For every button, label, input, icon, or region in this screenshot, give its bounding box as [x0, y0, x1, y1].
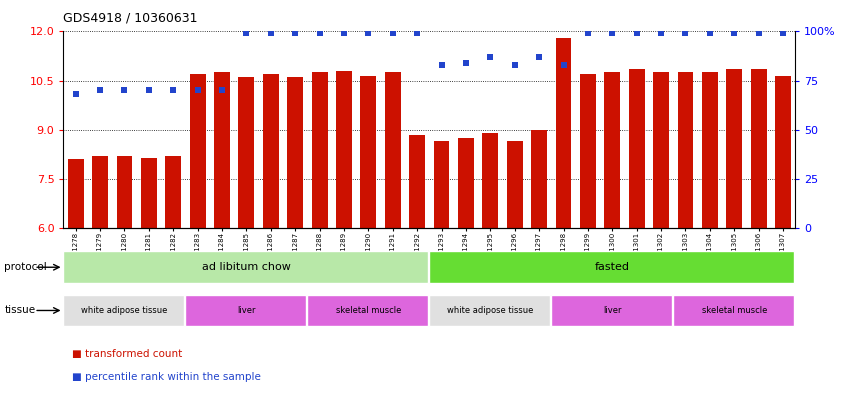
Point: [361, 30, 375, 37]
Point: [508, 62, 521, 68]
Point: [581, 30, 595, 37]
Bar: [141, 158, 157, 393]
Point: [93, 87, 107, 94]
Point: [313, 30, 327, 37]
Bar: [214, 72, 230, 393]
Point: [191, 87, 205, 94]
Bar: [552, 295, 672, 326]
Bar: [434, 141, 449, 393]
Bar: [239, 77, 255, 393]
Point: [654, 30, 667, 37]
Point: [215, 87, 228, 94]
Bar: [629, 69, 645, 393]
Bar: [556, 38, 571, 393]
Point: [410, 30, 424, 37]
Bar: [458, 138, 474, 393]
Bar: [409, 135, 425, 393]
Bar: [385, 72, 401, 393]
Point: [264, 30, 277, 37]
Point: [142, 87, 156, 94]
Bar: [580, 74, 596, 393]
Bar: [653, 72, 669, 393]
Text: tissue: tissue: [4, 305, 36, 316]
Bar: [531, 130, 547, 393]
Point: [338, 30, 351, 37]
Bar: [360, 76, 376, 393]
Point: [118, 87, 131, 94]
Text: liver: liver: [237, 306, 255, 315]
Point: [703, 30, 717, 37]
Bar: [750, 69, 766, 393]
Bar: [165, 156, 181, 393]
Text: ■ transformed count: ■ transformed count: [72, 349, 182, 359]
Point: [69, 91, 82, 97]
Bar: [190, 74, 206, 393]
Bar: [288, 77, 303, 393]
Bar: [507, 141, 523, 393]
Bar: [673, 295, 794, 326]
Bar: [117, 156, 132, 393]
Point: [532, 54, 546, 60]
Text: ad libitum chow: ad libitum chow: [202, 262, 291, 272]
Point: [752, 30, 766, 37]
Bar: [307, 295, 428, 326]
Point: [557, 62, 570, 68]
Bar: [482, 133, 498, 393]
Text: skeletal muscle: skeletal muscle: [336, 306, 401, 315]
Point: [239, 30, 253, 37]
Bar: [263, 74, 278, 393]
Text: protocol: protocol: [4, 262, 47, 272]
Text: GDS4918 / 10360631: GDS4918 / 10360631: [63, 12, 198, 25]
Point: [678, 30, 692, 37]
Bar: [92, 156, 108, 393]
Bar: [63, 295, 184, 326]
Point: [288, 30, 302, 37]
Point: [630, 30, 644, 37]
Bar: [429, 295, 550, 326]
Bar: [68, 159, 84, 393]
Bar: [336, 71, 352, 393]
Text: ■ percentile rank within the sample: ■ percentile rank within the sample: [72, 372, 261, 382]
Bar: [311, 72, 327, 393]
Point: [728, 30, 741, 37]
Point: [435, 62, 448, 68]
Text: skeletal muscle: skeletal muscle: [701, 306, 767, 315]
Point: [606, 30, 619, 37]
Text: liver: liver: [603, 306, 622, 315]
Text: white adipose tissue: white adipose tissue: [81, 306, 168, 315]
Point: [167, 87, 180, 94]
Bar: [775, 76, 791, 393]
Bar: [63, 252, 428, 283]
Point: [459, 60, 473, 66]
Bar: [702, 72, 717, 393]
Bar: [604, 72, 620, 393]
Bar: [429, 252, 794, 283]
Bar: [678, 72, 694, 393]
Bar: [185, 295, 306, 326]
Text: white adipose tissue: white adipose tissue: [448, 306, 534, 315]
Point: [777, 30, 790, 37]
Point: [386, 30, 399, 37]
Bar: [727, 69, 742, 393]
Text: fasted: fasted: [595, 262, 629, 272]
Point: [484, 54, 497, 60]
